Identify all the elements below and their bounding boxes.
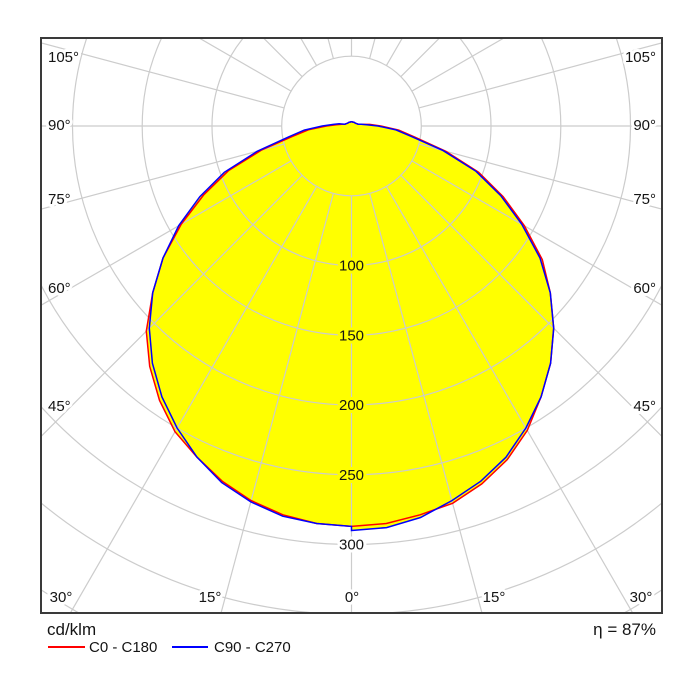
radial-tick-label: 300: [339, 537, 364, 554]
radial-tick-label: 250: [339, 467, 364, 484]
legend-label-c0-c180: C0 - C180: [89, 639, 158, 656]
angle-label-left: 45°: [48, 398, 71, 415]
angle-label-right: 105°: [625, 49, 656, 66]
angle-label-left: 105°: [48, 49, 79, 66]
angle-label-bottom: 15°: [483, 589, 506, 606]
angle-label-left: 60°: [48, 280, 71, 297]
radial-tick-label: 100: [339, 258, 364, 275]
angle-label-right: 75°: [633, 191, 656, 208]
angle-label-left: 75°: [48, 191, 71, 208]
intensity-curves: [145, 121, 555, 532]
angle-label-bottom: 0°: [345, 589, 359, 606]
plot-border: [40, 37, 663, 614]
radial-tick-label: 200: [339, 397, 364, 414]
axis-labels: 105° 105° 90° 90° 75° 75° 60° 60° 45° 45° 30° 30° 15…: [45, 46, 659, 609]
angle-label-bottom: 30°: [50, 589, 73, 606]
curve-c90-c270: [148, 121, 555, 532]
legend-line-c0-c180: [48, 646, 85, 648]
angle-label-bottom: 15°: [199, 589, 222, 606]
angle-label-right: 90°: [633, 117, 656, 134]
radial-unit-label: cd/klm: [47, 620, 97, 639]
radial-tick-label: 150: [339, 327, 364, 344]
efficiency-value: η = 87%: [593, 620, 656, 639]
angle-label-right: 60°: [633, 280, 656, 297]
angle-label-right: 45°: [633, 398, 656, 415]
legend-label-c90-c270: C90 - C270: [214, 639, 291, 656]
angle-label-bottom: 30°: [630, 589, 653, 606]
legend-line-c90-c270: [172, 646, 208, 648]
angle-label-left: 90°: [48, 117, 71, 134]
